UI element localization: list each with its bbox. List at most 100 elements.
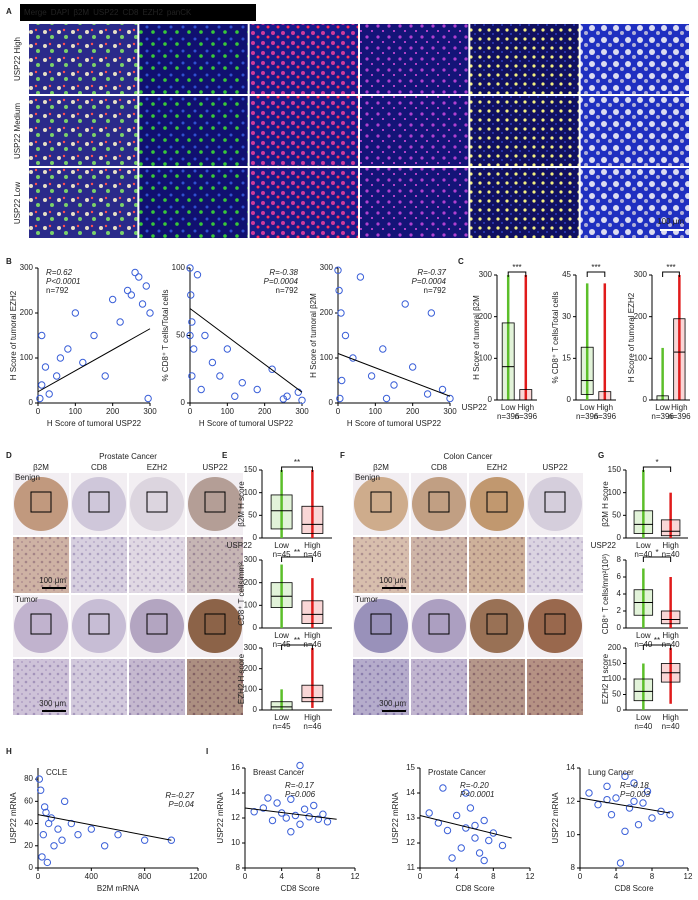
y-tick-label: 0	[617, 623, 622, 632]
y-tick-label: 8	[236, 863, 241, 872]
tma-core	[130, 599, 184, 653]
tma-core	[72, 599, 126, 653]
fluorescence-image	[29, 168, 138, 238]
fluorescence-image	[29, 96, 138, 166]
panel-label: H	[6, 747, 12, 756]
point	[188, 318, 196, 326]
group-n: n=40	[662, 722, 681, 731]
x-tick-label: 100	[369, 407, 383, 416]
point	[287, 828, 295, 836]
group-n: n=40	[634, 722, 653, 731]
point	[314, 815, 323, 823]
box	[301, 684, 324, 703]
point	[79, 358, 87, 367]
panel-label: G	[598, 451, 604, 460]
x-tick-label: 300	[143, 407, 157, 416]
point	[90, 331, 98, 340]
zoom-box	[370, 613, 392, 635]
y-tick-label: 15	[562, 353, 571, 362]
zoom-box	[544, 491, 566, 513]
y-axis-label: H Score of tumoral EZH2	[627, 292, 636, 382]
group-n: n=45	[273, 550, 292, 559]
x-tick-label: 100	[221, 407, 235, 416]
column-label: EZH2	[487, 463, 508, 472]
point	[338, 376, 346, 385]
significance-bracket	[642, 466, 672, 472]
y-axis-label: β2M H score	[601, 481, 610, 527]
y-tick-label: 13	[406, 813, 415, 822]
point	[193, 271, 202, 279]
fluorescence-image	[470, 96, 579, 166]
point	[138, 300, 147, 308]
x-tick-label: 300	[443, 407, 457, 416]
point	[382, 394, 391, 403]
y-tick-label: 0	[29, 863, 34, 872]
point	[144, 394, 152, 403]
y-tick-label: 8	[571, 863, 576, 872]
y-tick-label: 100	[608, 488, 622, 497]
point	[334, 266, 342, 274]
significance-bracket	[281, 556, 313, 562]
y-tick-label: 0	[488, 395, 493, 404]
fluorescence-image	[470, 168, 579, 238]
point	[480, 816, 488, 825]
x-tick-label: 12	[684, 872, 693, 881]
point	[268, 816, 277, 825]
point	[131, 268, 139, 277]
point	[446, 394, 454, 403]
legend-entry: Merge	[24, 8, 47, 17]
point	[41, 363, 50, 371]
panel-title: Colon Cancer	[444, 452, 493, 461]
chart-title: Breast Cancer	[253, 768, 304, 777]
row-label: USP22 Low	[13, 182, 22, 224]
stat-label: P=0.0004	[264, 277, 299, 286]
tma-core	[354, 477, 408, 531]
trend-line	[419, 815, 512, 839]
column-label: USP22	[542, 463, 568, 472]
tissue-stain	[71, 537, 127, 593]
tma-core	[470, 477, 524, 531]
row-label: Tumor	[355, 595, 378, 604]
point	[279, 395, 288, 403]
x-tick-label: 1200	[189, 872, 207, 881]
group-label: Low	[274, 541, 289, 550]
y-tick-label: 200	[244, 578, 258, 587]
tissue-stain	[527, 537, 583, 593]
point	[223, 345, 232, 353]
point	[471, 834, 479, 842]
point	[268, 365, 276, 373]
significance: **	[294, 636, 300, 645]
y-tick-label: 14	[406, 788, 415, 797]
y-tick-label: 14	[231, 788, 240, 797]
point	[471, 821, 479, 830]
tissue-stain	[71, 659, 127, 715]
y-tick-label: 20	[24, 841, 33, 850]
y-tick-label: 12	[231, 813, 240, 822]
y-tick-label: 10	[231, 838, 240, 847]
y-tick-label: 100	[244, 600, 258, 609]
group-n: n=46	[303, 722, 322, 731]
fluorescence-image	[580, 96, 689, 166]
point	[336, 394, 344, 403]
point	[648, 814, 656, 822]
group-n: n=40	[634, 550, 653, 559]
x-tick-label: 200	[106, 407, 120, 416]
fluorescence-image	[249, 24, 358, 94]
group-label: High	[662, 713, 678, 722]
y-tick-label: 100	[634, 353, 648, 362]
point	[197, 385, 205, 394]
stat-label: R=-0.17	[285, 781, 314, 790]
point	[452, 811, 461, 820]
point	[425, 809, 433, 817]
point	[38, 331, 46, 340]
point	[630, 797, 638, 806]
tma-core	[470, 599, 524, 653]
x-tick-label: 200	[406, 407, 420, 416]
row-label: Benign	[15, 473, 40, 482]
point	[190, 345, 198, 353]
y-axis-label: H Score of tumoral EZH2	[9, 290, 18, 380]
tma-core	[412, 599, 466, 653]
point	[457, 844, 465, 852]
point	[390, 381, 398, 389]
significance-bracket	[507, 271, 527, 277]
